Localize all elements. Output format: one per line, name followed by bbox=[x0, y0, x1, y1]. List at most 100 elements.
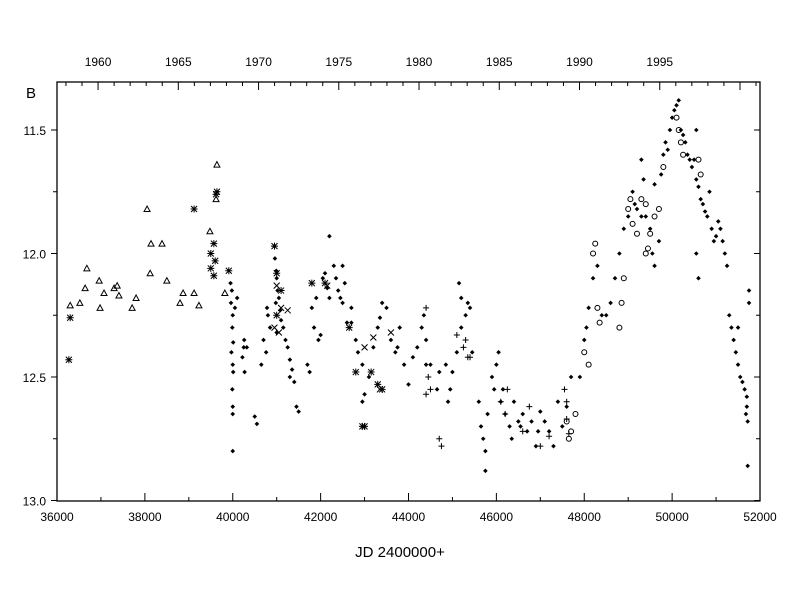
data-point-dot bbox=[693, 251, 699, 256]
data-point-dot bbox=[634, 206, 640, 212]
data-point-cross bbox=[273, 282, 281, 289]
data-point-dot bbox=[379, 300, 385, 306]
data-point-dot bbox=[242, 369, 247, 375]
data-point-dot bbox=[746, 288, 752, 293]
data-point-dot bbox=[289, 367, 295, 372]
data-point-plus bbox=[563, 415, 570, 422]
data-point-dot bbox=[722, 251, 728, 256]
data-point-dot bbox=[414, 345, 420, 350]
y-axis-label: B bbox=[26, 85, 36, 102]
data-point-dot bbox=[458, 325, 464, 330]
data-point-dot bbox=[483, 448, 488, 454]
data-point-triangle bbox=[146, 269, 154, 277]
data-point-dot bbox=[421, 312, 427, 318]
data-point-dot bbox=[511, 399, 517, 404]
data-point-dot bbox=[344, 320, 350, 325]
data-point-circle bbox=[633, 230, 640, 237]
data-point-dot bbox=[273, 268, 279, 274]
data-point-asterisk bbox=[212, 190, 220, 198]
data-point-plus bbox=[453, 332, 460, 339]
data-point-triangle bbox=[220, 288, 229, 297]
data-point-dot bbox=[443, 362, 449, 367]
top-year-label: 1985 bbox=[486, 55, 513, 69]
data-point-dot bbox=[707, 189, 712, 195]
data-point-plus bbox=[462, 336, 469, 343]
data-point-dot bbox=[672, 107, 677, 113]
data-point-dot bbox=[509, 436, 515, 442]
data-point-asterisk bbox=[213, 188, 221, 196]
data-point-dot bbox=[261, 337, 266, 343]
data-point-triangle bbox=[190, 288, 198, 297]
data-point-dot bbox=[318, 332, 323, 338]
data-point-dot bbox=[500, 387, 506, 392]
data-point-asterisk bbox=[277, 287, 285, 295]
data-point-dot bbox=[469, 350, 475, 355]
data-point-dot bbox=[331, 263, 337, 269]
data-point-dot bbox=[465, 300, 471, 306]
data-point-dot bbox=[702, 209, 708, 214]
data-point-dot bbox=[384, 305, 389, 311]
data-point-dot bbox=[340, 300, 345, 306]
data-point-triangle bbox=[76, 298, 84, 306]
x-tick-label: 42000 bbox=[304, 510, 338, 524]
data-point-dot bbox=[230, 340, 236, 345]
data-point-dot bbox=[228, 300, 234, 306]
data-point-dot bbox=[241, 337, 247, 343]
data-point-dot bbox=[639, 157, 644, 162]
data-point-dot bbox=[230, 404, 236, 409]
data-point-circle bbox=[581, 349, 588, 356]
data-point-dot bbox=[676, 98, 682, 103]
y-tick-label: 12.5 bbox=[23, 371, 47, 385]
data-point-dot bbox=[742, 387, 747, 392]
data-point-dot bbox=[577, 374, 583, 380]
data-point-dot bbox=[230, 387, 235, 392]
data-point-dot bbox=[478, 424, 484, 429]
data-point-dot bbox=[322, 270, 328, 276]
y-tick-label: 12.0 bbox=[23, 248, 47, 262]
data-point-circle bbox=[590, 250, 597, 257]
data-point-dot bbox=[683, 140, 688, 145]
data-point-dot bbox=[458, 295, 464, 301]
data-point-dot bbox=[327, 295, 332, 301]
data-point-asterisk bbox=[65, 356, 73, 364]
data-point-dot bbox=[647, 226, 653, 232]
data-point-cross bbox=[369, 334, 377, 341]
data-point-dot bbox=[230, 448, 236, 454]
data-point-dot bbox=[324, 285, 330, 291]
data-point-dot bbox=[291, 379, 297, 385]
data-point-plus bbox=[425, 374, 432, 380]
data-point-dot bbox=[724, 263, 730, 269]
data-point-dot bbox=[377, 315, 383, 321]
plot-frame bbox=[56, 81, 761, 502]
data-point-dot bbox=[630, 189, 635, 195]
data-point-dot bbox=[639, 214, 644, 219]
data-point-dot bbox=[590, 275, 596, 281]
data-point-dot bbox=[274, 275, 279, 281]
data-point-dot bbox=[603, 312, 609, 318]
data-point-dot bbox=[342, 280, 348, 286]
data-point-dot bbox=[327, 233, 332, 239]
data-point-asterisk bbox=[207, 250, 215, 257]
data-point-dot bbox=[507, 424, 512, 429]
data-point-circle bbox=[697, 171, 704, 178]
data-point-dot bbox=[731, 337, 736, 343]
data-point-dot bbox=[555, 399, 561, 404]
data-point-circle bbox=[647, 230, 654, 237]
data-point-dot bbox=[388, 337, 394, 343]
x-tick-label: 48000 bbox=[568, 510, 602, 524]
data-point-dot bbox=[529, 419, 534, 424]
data-point-dot bbox=[362, 391, 367, 397]
data-point-dot bbox=[480, 436, 486, 442]
data-point-dot bbox=[595, 263, 600, 269]
data-point-dot bbox=[693, 177, 699, 182]
data-point-asterisk bbox=[308, 279, 316, 287]
data-point-cross bbox=[376, 385, 384, 393]
data-point-dot bbox=[617, 251, 622, 256]
data-point-dot bbox=[447, 387, 453, 392]
data-point-triangle bbox=[206, 227, 214, 235]
data-point-plus bbox=[526, 403, 533, 410]
data-point-triangle bbox=[147, 239, 155, 247]
data-point-dot bbox=[265, 312, 271, 318]
data-point-plus bbox=[565, 430, 572, 437]
data-point-circle bbox=[572, 411, 579, 418]
